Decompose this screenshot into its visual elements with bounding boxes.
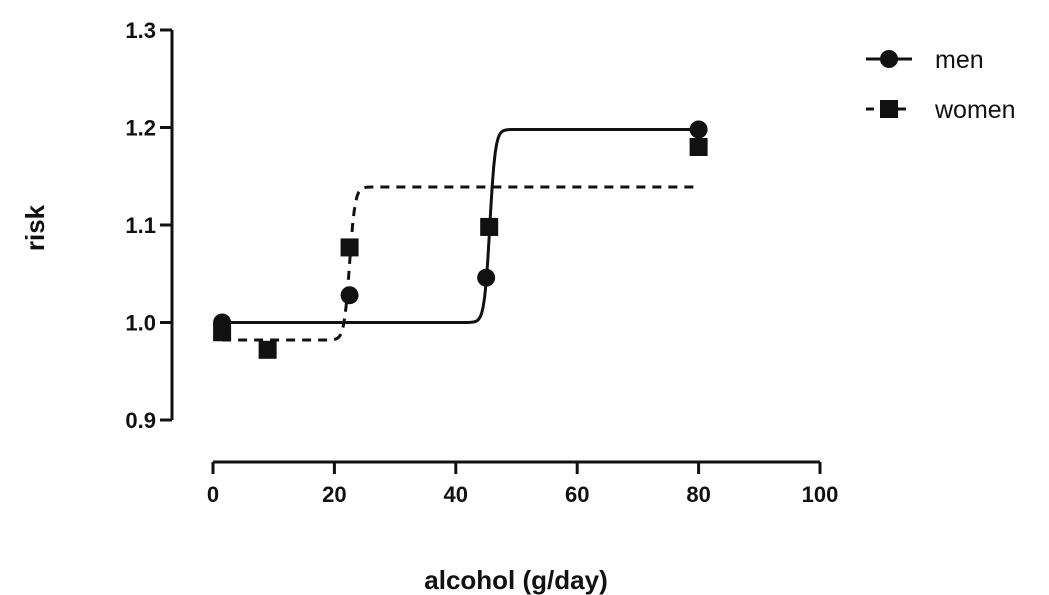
y-tick-label: 1.1	[125, 213, 156, 238]
x-tick-label: 20	[322, 482, 346, 507]
x-tick-label: 60	[565, 482, 589, 507]
fit-curves	[222, 127, 699, 342]
y-tick-label: 1.3	[125, 18, 156, 43]
x-axis-title: alcohol (g/day)	[424, 565, 607, 595]
legend-label-men: men	[935, 46, 984, 74]
legend-item-men: men	[866, 46, 984, 74]
men-fit-line	[222, 127, 699, 324]
women-point	[689, 138, 708, 156]
women-point	[258, 340, 277, 359]
y-axis-title: risk	[20, 204, 50, 251]
axes: 0.9 1.0 1.1 1.2 1.3 0 20 40 60 80 100	[125, 18, 838, 507]
legend-item-women: women	[866, 96, 1016, 124]
legend-marker-women	[880, 100, 898, 118]
y-tick-label: 1.0	[125, 311, 156, 336]
x-tick-label: 100	[802, 482, 839, 507]
legend: men women	[866, 46, 1016, 124]
x-tick-label: 40	[444, 482, 468, 507]
data-points	[213, 120, 708, 359]
men-point	[477, 268, 496, 287]
women-fit-line	[222, 185, 699, 342]
men-point	[340, 286, 359, 305]
y-tick-label: 1.2	[125, 116, 156, 141]
men-point	[689, 120, 708, 139]
x-tick-label: 0	[207, 482, 219, 507]
legend-label-women: women	[934, 96, 1016, 124]
x-tick-label: 80	[686, 482, 710, 507]
women-point	[480, 217, 499, 236]
women-point	[213, 323, 232, 342]
y-tick-label: 0.9	[125, 408, 156, 433]
women-point	[340, 238, 359, 257]
legend-marker-men	[880, 50, 898, 68]
